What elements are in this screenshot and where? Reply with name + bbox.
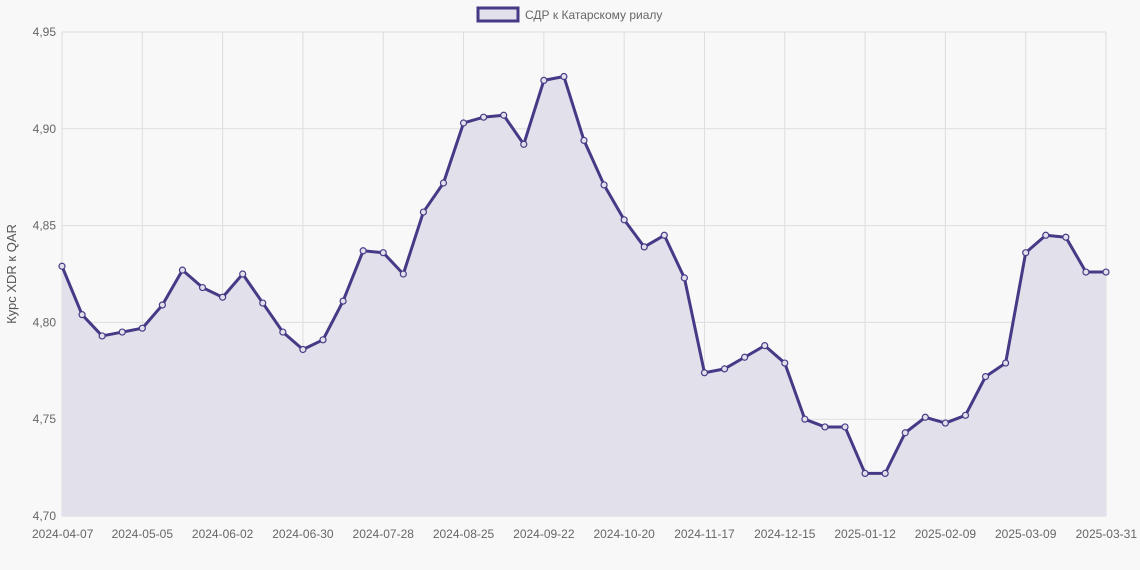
data-point[interactable] (319, 336, 327, 344)
data-point[interactable] (439, 179, 448, 187)
legend-swatch[interactable] (476, 6, 520, 23)
x-tick-label: 2024-07-28 (353, 527, 415, 541)
y-tick-label: 4,85 (33, 219, 57, 233)
data-point[interactable] (700, 369, 709, 377)
data-point[interactable] (78, 311, 86, 319)
data-point[interactable] (941, 419, 949, 427)
data-point[interactable] (98, 332, 106, 340)
data-point[interactable] (1002, 359, 1010, 367)
legend-label[interactable]: СДР к Катарскому риалу (525, 8, 662, 22)
data-point[interactable] (781, 359, 789, 367)
data-point[interactable] (459, 119, 468, 127)
data-point[interactable] (680, 274, 688, 282)
data-point[interactable] (219, 293, 227, 301)
y-tick-label: 4,70 (33, 509, 57, 523)
data-point[interactable] (419, 208, 427, 216)
data-point[interactable] (1082, 268, 1090, 276)
x-tick-label: 2024-11-17 (674, 527, 735, 541)
data-point[interactable] (359, 247, 367, 255)
data-point[interactable] (259, 299, 267, 307)
data-point[interactable] (720, 365, 729, 373)
x-tick-label: 2024-09-22 (513, 527, 575, 541)
data-point[interactable] (480, 113, 488, 121)
data-point[interactable] (620, 216, 628, 224)
x-tick-label: 2024-08-25 (433, 527, 495, 541)
data-point[interactable] (741, 353, 749, 361)
data-point[interactable] (901, 429, 909, 437)
data-point[interactable] (560, 72, 568, 81)
x-axis-ticks: 2024-04-07 2024-05-05 2024-06-02 2024-06-30… (32, 527, 1137, 541)
data-point[interactable] (118, 328, 126, 336)
legend[interactable]: СДР к Катарскому риалу (476, 6, 662, 23)
data-point[interactable] (299, 345, 307, 354)
data-point[interactable] (178, 266, 187, 274)
data-point[interactable] (821, 423, 829, 431)
data-point[interactable] (379, 249, 387, 257)
y-tick-label: 4,95 (33, 25, 57, 39)
data-point[interactable] (520, 140, 528, 148)
data-point[interactable] (921, 413, 929, 421)
x-tick-label: 2024-06-30 (272, 527, 334, 541)
data-point[interactable] (981, 373, 990, 381)
data-point[interactable] (138, 324, 146, 332)
data-point[interactable] (239, 270, 247, 278)
y-tick-label: 4,75 (33, 412, 57, 426)
data-point[interactable] (600, 181, 608, 189)
data-point[interactable] (540, 76, 548, 85)
data-point[interactable] (580, 136, 588, 145)
y-tick-label: 4,90 (33, 122, 57, 136)
x-tick-label: 2024-05-05 (112, 527, 174, 541)
x-tick-label: 2024-06-02 (192, 527, 254, 541)
area-fill (62, 76, 1106, 516)
x-tick-label: 2025-01-12 (834, 527, 896, 541)
x-tick-label: 2024-04-07 (32, 527, 94, 541)
data-point[interactable] (1102, 268, 1110, 276)
data-point[interactable] (640, 243, 648, 251)
data-point[interactable] (500, 111, 508, 119)
y-tick-label: 4,80 (33, 315, 57, 329)
y-axis-ticks: 4,70 4,75 4,80 4,85 4,90 4,95 (33, 25, 57, 523)
area-path (62, 76, 1106, 516)
data-point[interactable] (841, 423, 849, 431)
x-tick-label: 2024-10-20 (593, 527, 655, 541)
data-point[interactable] (339, 297, 347, 305)
data-point[interactable] (861, 469, 869, 478)
data-point[interactable] (801, 415, 809, 423)
data-point[interactable] (660, 231, 668, 239)
x-tick-label: 2025-02-09 (915, 527, 977, 541)
data-point[interactable] (158, 301, 166, 309)
data-point[interactable] (399, 270, 407, 278)
x-tick-label: 2025-03-31 (1076, 527, 1138, 541)
data-point[interactable] (881, 469, 889, 478)
data-point[interactable] (1042, 231, 1050, 239)
y-axis-title: Курс XDR к QAR (4, 224, 19, 324)
data-point[interactable] (279, 328, 287, 336)
x-tick-label: 2025-03-09 (995, 527, 1057, 541)
data-point[interactable] (198, 283, 207, 292)
data-point[interactable] (1022, 249, 1030, 257)
data-point[interactable] (761, 342, 769, 350)
data-point[interactable] (58, 262, 66, 270)
data-points (58, 72, 1110, 478)
data-point[interactable] (961, 411, 970, 419)
x-tick-label: 2024-12-15 (754, 527, 816, 541)
data-point[interactable] (1062, 233, 1070, 241)
